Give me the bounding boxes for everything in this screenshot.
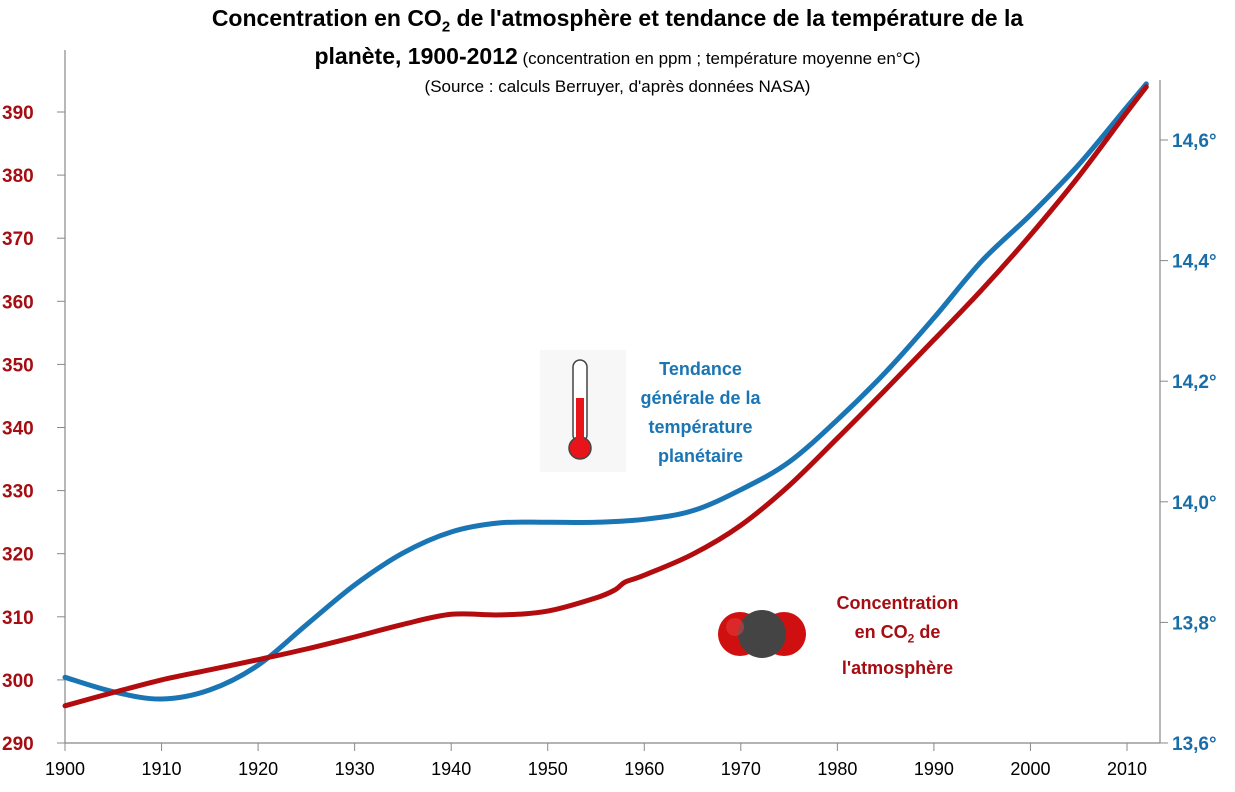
left-y-tick-label: 390 (2, 103, 34, 124)
co2-annotation-subscript: 2 (907, 631, 915, 646)
co2-annotation-text-cont: de (914, 622, 941, 642)
right-y-tick-label: 14,2° (1172, 372, 1217, 393)
chart-title-line-1: Concentration en CO2 de l'atmosphère et … (0, 5, 1235, 36)
co2-annotation: Concentration en CO2 de l'atmosphère (805, 589, 990, 683)
left-y-tick-label: 380 (2, 166, 34, 187)
left-y-tick-label: 340 (2, 419, 34, 440)
temperature-annotation-line: générale de la (640, 388, 761, 408)
x-tick-label: 2000 (1010, 759, 1050, 779)
title-period: planète, 1900-2012 (314, 43, 518, 69)
co2-annotation-line: l'atmosphère (841, 657, 954, 678)
icons (540, 350, 806, 658)
title-text-cont: de l'atmosphère et tendance de la tempér… (450, 5, 1024, 31)
x-tick-label: 1900 (45, 759, 85, 779)
chart-source: (Source : calculs Berruyer, d'après donn… (424, 77, 811, 96)
left-y-tick-label: 330 (2, 482, 34, 503)
co2-molecule-icon (718, 610, 806, 658)
x-tick-label: 1990 (914, 759, 954, 779)
chart-title-line-2: planète, 1900-2012 (concentration en ppm… (0, 43, 1235, 70)
title-subscript: 2 (441, 18, 451, 36)
left-y-tick-label: 320 (2, 545, 34, 566)
temperature-annotation: Tendance générale de la température plan… (618, 355, 783, 471)
left-y-tick-label: 310 (2, 608, 34, 629)
axes: 290 300 310 320 330 340 350 360 370 380 390 13,6° 13… (2, 50, 1217, 779)
title-units-note: (concentration en ppm ; température moye… (517, 49, 921, 68)
temperature-annotation-line: température (648, 417, 753, 437)
x-tick-label: 1980 (817, 759, 857, 779)
co2-annotation-line: Concentration (836, 593, 959, 613)
co2-annotation-line: en CO2 de (805, 618, 990, 654)
right-y-tick-label: 13,6° (1172, 734, 1217, 755)
co2-annotation-text: en CO (854, 622, 908, 642)
x-tick-label: 1910 (142, 759, 182, 779)
co2-series-line (62, 84, 1149, 709)
left-y-tick-label: 370 (2, 229, 34, 250)
x-tick-label: 2010 (1107, 759, 1147, 779)
right-y-tick-label: 14,6° (1172, 131, 1217, 152)
x-tick-label: 1940 (431, 759, 471, 779)
x-tick-label: 1960 (624, 759, 664, 779)
thermometer-icon (540, 350, 626, 472)
x-tick-label: 1950 (528, 759, 568, 779)
x-tick-label: 1920 (238, 759, 278, 779)
left-y-tick-label: 290 (2, 734, 34, 755)
left-y-tick-label: 300 (2, 671, 34, 692)
temperature-annotation-line: planétaire (657, 446, 744, 466)
right-y-tick-label: 13,8° (1172, 613, 1217, 634)
temperature-annotation-line: Tendance (659, 359, 742, 379)
right-y-tick-label: 14,0° (1172, 493, 1217, 514)
left-y-tick-label: 360 (2, 292, 34, 313)
series (62, 81, 1149, 709)
x-tick-label: 1930 (335, 759, 375, 779)
left-y-tick-label: 350 (2, 355, 34, 376)
temperature-series-line (62, 81, 1149, 702)
x-tick-label: 1970 (721, 759, 761, 779)
right-y-tick-label: 14,4° (1172, 252, 1217, 273)
title-text: Concentration en CO (211, 5, 442, 31)
